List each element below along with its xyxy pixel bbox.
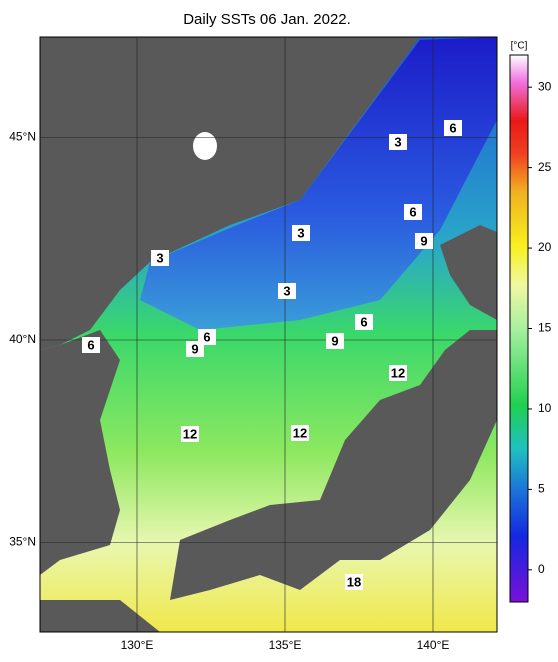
land [40,37,420,350]
title: Daily SSTs 06 Jan. 2022. [183,11,351,28]
land [40,600,160,632]
contour-label: 3 [283,283,290,298]
contour-label-box [278,283,296,299]
contour-label: 6 [360,314,367,329]
contour-label-box [444,120,462,136]
contour-label-box [291,425,309,441]
contour-label-box [82,337,100,353]
contour-label: 6 [449,120,456,135]
contour-label-box [181,426,199,442]
contour-label-box [326,333,344,349]
contour-label: 6 [409,204,416,219]
map-frame [39,36,498,633]
lake [193,132,217,160]
contour-label: 18 [347,574,361,589]
contour-label-box [404,204,422,220]
colorbar-tick-label: 5 [538,482,545,496]
colorbar-tick-label: 20 [538,240,552,254]
cold-water [140,37,497,330]
lat-tick-label: 40°N [9,332,36,346]
land [170,330,497,600]
colorbar-unit: [°C] [511,41,528,52]
contour-label: 3 [394,134,401,149]
contour-label-box [345,574,363,590]
lon-tick-label: 130°E [121,638,154,652]
contour-label-box [415,233,433,249]
land [40,330,120,575]
contour-label-box [355,314,373,330]
map [39,36,498,633]
contour-label-box [151,250,169,266]
contour-label-box [292,225,310,241]
land [440,225,497,320]
colorbar-tick-label: 30 [538,79,552,93]
contour-label: 6 [203,329,210,344]
lat-tick-label: 35°N [9,535,36,549]
contour-label-box [389,134,407,150]
colorbar [509,54,529,603]
contour-label: 9 [331,333,338,348]
contour-label: 9 [191,341,198,356]
colorbar-tick-label: 15 [538,321,552,335]
contour-label: 12 [293,425,307,440]
contour-label: 12 [183,426,197,441]
colorbar-tick-label: 10 [538,401,552,415]
colorbar-tick-label: 25 [538,160,552,174]
contour-label: 3 [297,225,304,240]
colorbar-tick-label: 0 [538,562,545,576]
contour-label: 9 [420,233,427,248]
lat-tick-label: 45°N [9,130,36,144]
contour-label: 6 [87,337,94,352]
lon-tick-label: 140°E [417,638,450,652]
contour-label-box [186,341,204,357]
contour-label: 3 [156,250,163,265]
lon-tick-label: 135°E [269,638,302,652]
contour-label: 12 [391,365,405,380]
contour-label-box [389,365,407,381]
